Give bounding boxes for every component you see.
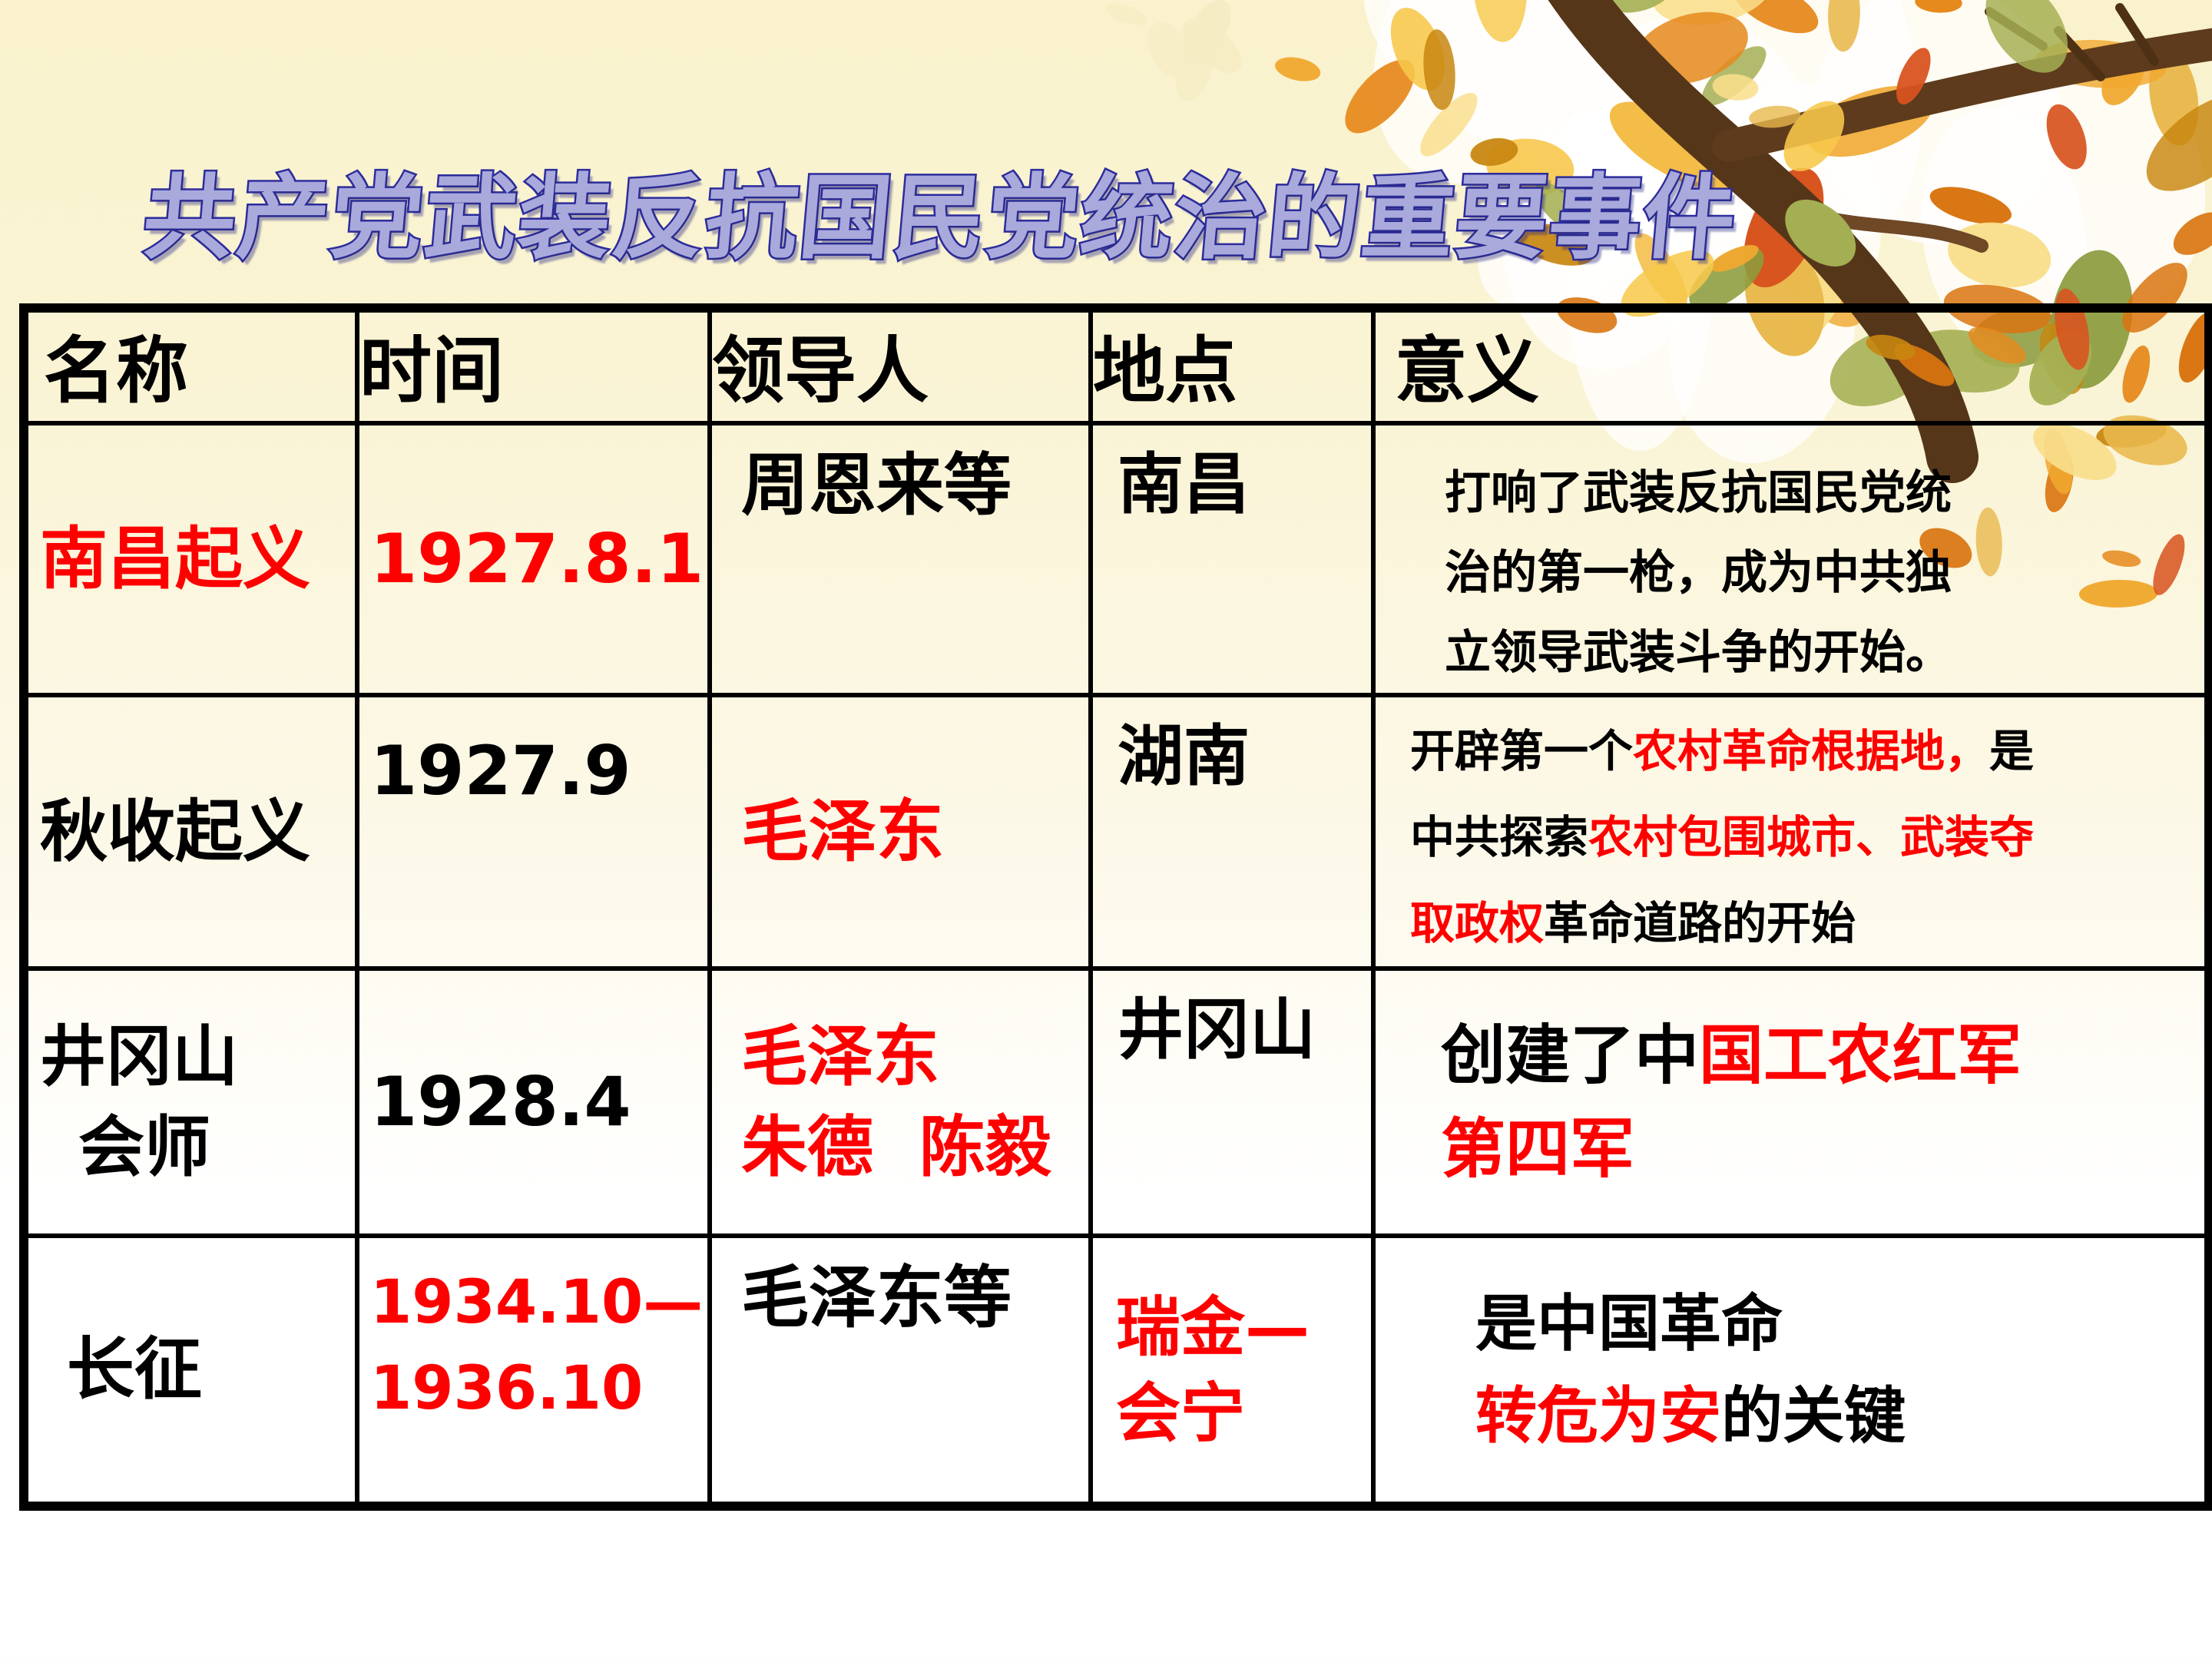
cell-text-line: 会师 [78, 1109, 210, 1186]
cell-text-line: 1927.9 [370, 731, 631, 810]
cell-text-line: 周恩来等 [741, 445, 1012, 525]
cell-location: 南昌 [1088, 421, 1376, 697]
table-row: 秋收起义 1927.9 毛泽东 湖南 开辟第一个农村革命根据地，是 中共探索农村包围城市、… [22, 693, 2211, 971]
cell-leaders: 毛泽东 [707, 693, 1093, 971]
cell-text-line: 毛泽东 [741, 1018, 939, 1095]
cell-leaders: 毛泽东等 [707, 1233, 1093, 1508]
cell-text-line: 取政权革命道路的开始 [1410, 897, 1856, 949]
cell-text-line: 治的第一枪，成为中共独 [1445, 546, 1952, 600]
cell-location: 井冈山 [1088, 966, 1376, 1238]
cell-text-line: 创建了中国工农红军 [1441, 1018, 2022, 1093]
cell-location: 瑞金— 会宁 [1088, 1233, 1376, 1508]
cell-text-line: 湖南 [1118, 718, 1250, 795]
cell-text-line: 朱德 陈毅 [741, 1109, 1051, 1186]
cell-text-line: 1928.4 [370, 1061, 631, 1141]
cell-time: 1927.9 [355, 693, 712, 971]
cell-text-line: 打响了武装反抗国民党统 [1445, 466, 1952, 520]
table-row: 长征 1934.10— 1936.10 毛泽东等 瑞金— 会宁 是中国革命转危为安的关键 [22, 1233, 2211, 1508]
header-significance: 意义 [1371, 306, 2211, 426]
cell-text-line: 毛泽东 [741, 791, 945, 871]
cell-text-line: 1934.10— [370, 1268, 704, 1337]
header-leaders: 领导人 [707, 306, 1093, 426]
cell-name: 长征 [22, 1233, 359, 1508]
cell-text-line: 开辟第一个农村革命根据地，是 [1410, 725, 2035, 777]
cell-text-line: 南昌起义 [40, 518, 311, 598]
cell-significance: 开辟第一个农村革命根据地，是 中共探索农村包围城市、武装夺 取政权革命道路的开始 [1371, 693, 2211, 971]
cell-leaders: 周恩来等 [707, 421, 1093, 697]
cell-text-line: 1936.10 [370, 1354, 644, 1423]
header-name: 名称 [22, 306, 359, 426]
cell-significance: 是中国革命转危为安的关键 [1371, 1233, 2211, 1508]
cell-name: 井冈山会师 [22, 966, 359, 1238]
slide-title: 共产党武装反抗国民党统治的重要事件 [137, 164, 1743, 274]
cell-text-line: 中共探索农村包围城市、武装夺 [1410, 811, 2035, 863]
cell-text-line: 会宁 [1116, 1375, 1246, 1451]
cell-name: 南昌起义 [22, 421, 359, 697]
table-header-row: 名称 时间 领导人 地点 意义 [22, 306, 2211, 426]
cell-time: 1927.8.1 [355, 421, 712, 697]
cell-text-line: 长征 [67, 1330, 203, 1409]
cell-significance: 创建了中国工农红军 第四军 [1371, 966, 2211, 1238]
cell-text-line: 转危为安的关键 [1475, 1379, 1906, 1452]
header-time: 时间 [355, 306, 712, 426]
cell-location: 湖南 [1088, 693, 1376, 971]
cell-text-line: 井冈山 [1118, 992, 1316, 1068]
cell-name: 秋收起义 [22, 693, 359, 971]
cell-text-line: 井冈山 [40, 1018, 238, 1095]
cell-text-line: 第四军 [1441, 1111, 1635, 1187]
cell-text-line: 立领导武装斗争的开始。 [1445, 626, 1952, 680]
cell-text-line: 瑞金— [1116, 1289, 1310, 1365]
cell-significance: 打响了武装反抗国民党统 治的第一枪，成为中共独 立领导武装斗争的开始。 [1371, 421, 2211, 697]
cell-text-line: 1927.8.1 [370, 518, 704, 598]
header-location: 地点 [1088, 306, 1376, 426]
table-row: 南昌起义 1927.8.1 周恩来等 南昌 打响了武装反抗国民党统 治的第一枪，成为中共独… [22, 421, 2211, 697]
cell-text-line: 秋收起义 [40, 791, 311, 871]
cell-time: 1934.10— 1936.10 [355, 1233, 712, 1508]
events-table: 名称 时间 领导人 地点 意义 南昌起义 1927.8.1 周恩来等 南昌 打响了武装反抗国民党… [19, 303, 2212, 1511]
cell-text-line: 是中国革命 [1475, 1287, 1783, 1359]
cell-leaders: 毛泽东 朱德 陈毅 [707, 966, 1093, 1238]
cell-text-line: 南昌 [1118, 446, 1250, 523]
table-row: 井冈山 会师 1928.4 毛泽东 朱德 陈毅 井冈山 创建了中国工农红军 第四军 [22, 966, 2211, 1238]
cell-time: 1928.4 [355, 966, 712, 1238]
cell-text-line: 毛泽东等 [741, 1258, 1012, 1337]
